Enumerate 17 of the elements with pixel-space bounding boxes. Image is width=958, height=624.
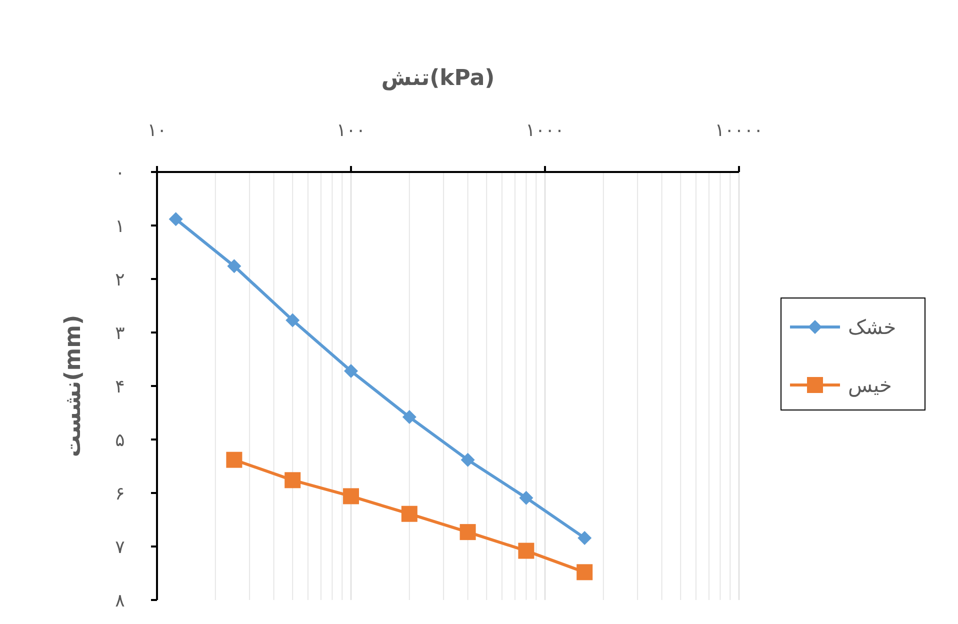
y-tick-label: ۲	[115, 269, 125, 290]
y-tick-label: ۷	[115, 536, 126, 558]
y-tick-label: ۸	[115, 590, 126, 612]
y-tick-label: ۴	[115, 376, 125, 398]
y-axis-title: نشست(mm)	[61, 314, 86, 458]
legend-label: خیس	[848, 373, 892, 397]
x-tick-label: ۱۰۰۰۰	[714, 120, 764, 141]
x-tick-label: ۱۰	[147, 120, 167, 141]
y-tick-label: ۳	[115, 322, 126, 344]
x-tick-label: ۱۰۰	[336, 120, 366, 141]
x-tick-label: ۱۰۰۰	[526, 120, 564, 141]
y-tick-label: ۰	[115, 162, 125, 184]
legend-label: خشک	[848, 315, 896, 339]
y-tick-label: ۵	[115, 430, 125, 451]
y-tick-label: ۱	[115, 216, 125, 237]
y-tick-label: ۶	[115, 483, 125, 504]
x-axis-title: تنش(kPa)	[381, 66, 495, 91]
